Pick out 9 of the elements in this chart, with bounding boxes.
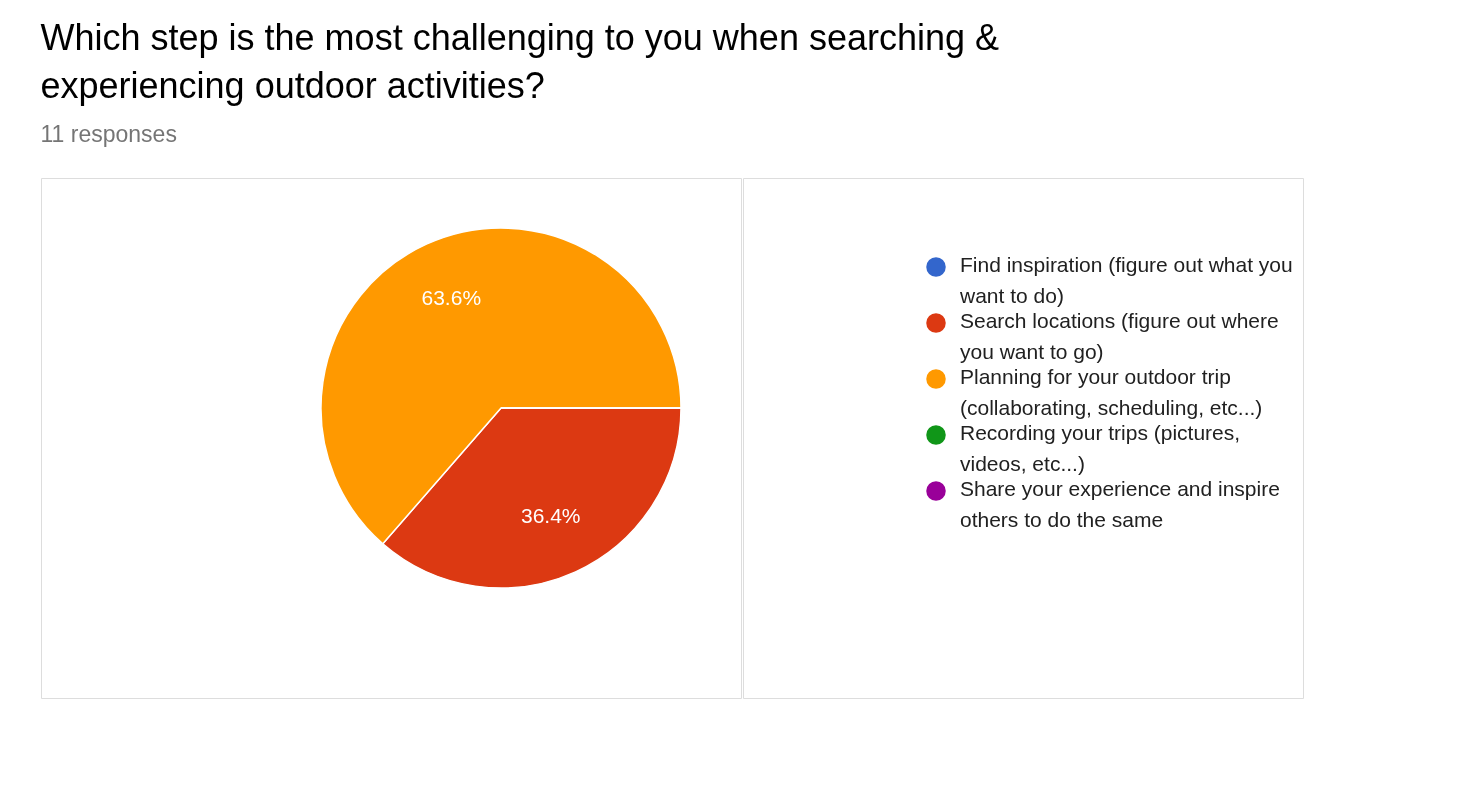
text: 11 responses [40,120,177,147]
chart-title: Which step is the most challenging to you when searching & experiencing outdoor activities? [40,16,1000,106]
legend-label: Recording your trips (pictures, videos, etc...) [960,421,1241,475]
data-label: 63.6% [421,285,482,309]
legend-label: Find inspiration (figure out what you want to do) [959,253,1293,307]
legend-label: Planning for your outdoor trip (collaborating, scheduling, etc...) [960,365,1263,419]
data-label: 36.4% [520,504,581,528]
legend-label: Search locations (figure out where you want to go) [960,309,1279,363]
legend-label: Share your experience and inspire others to do the same [960,477,1280,531]
